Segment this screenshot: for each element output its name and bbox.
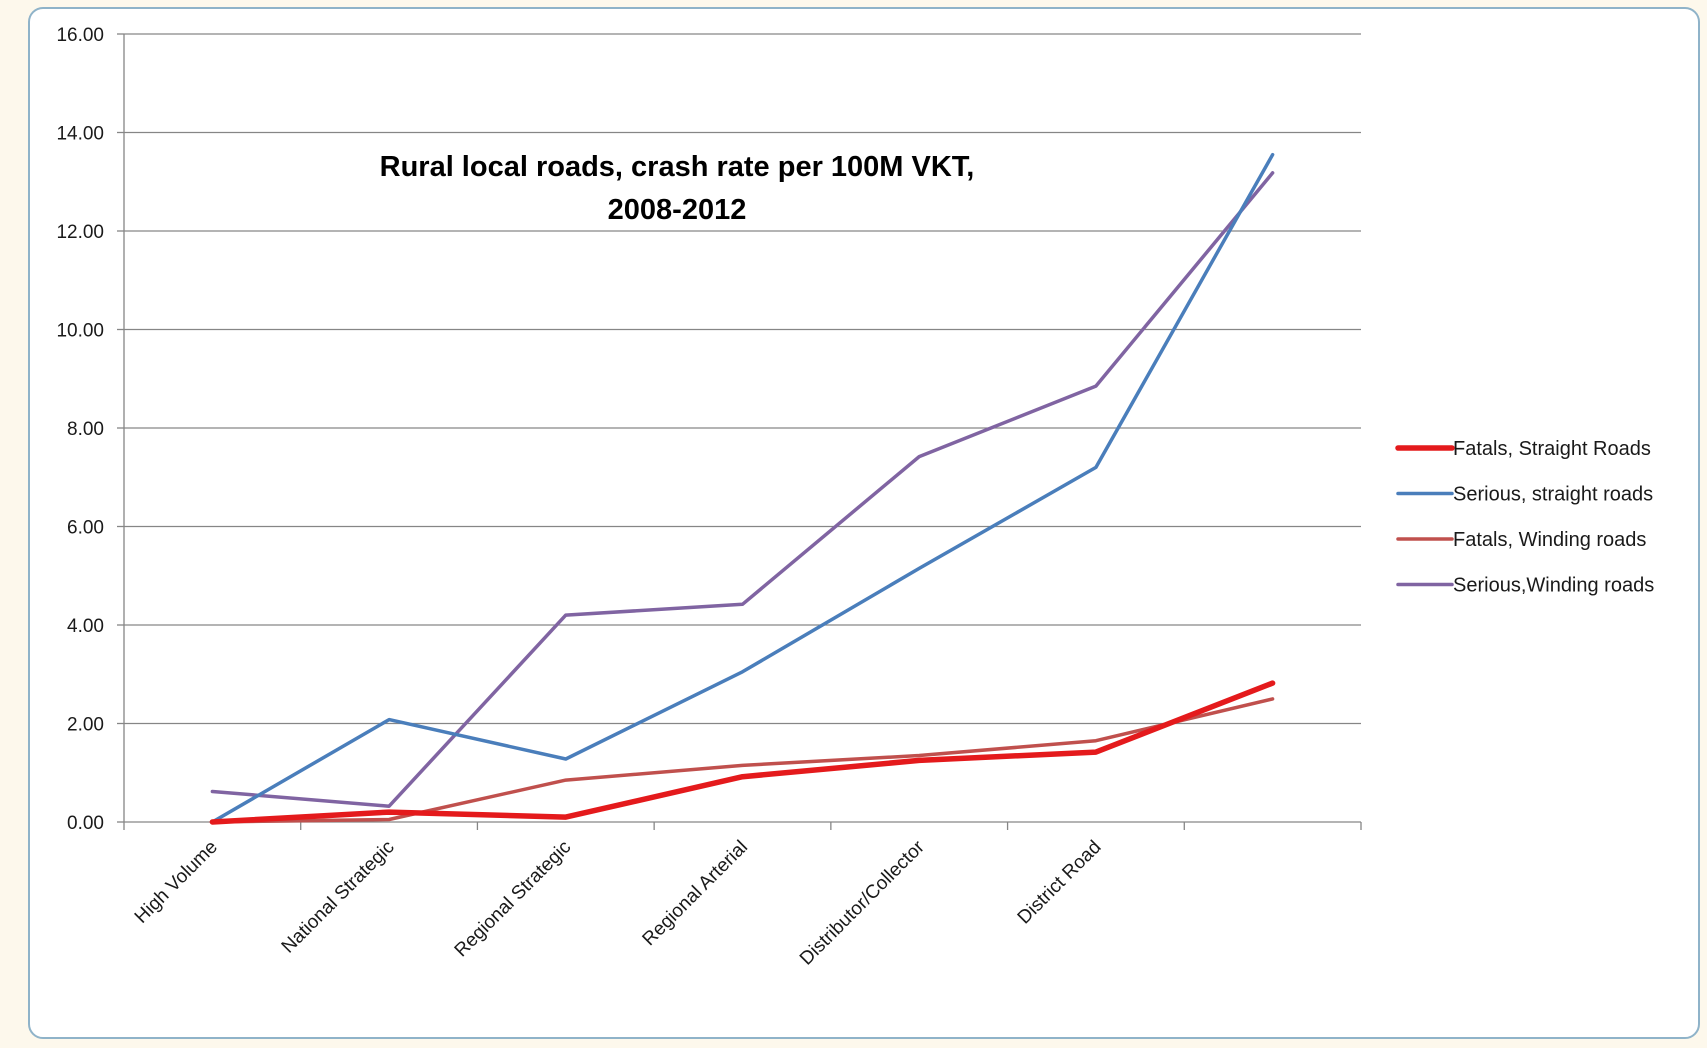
y-tick-label: 2.00 — [67, 715, 104, 736]
legend-label: Serious,Winding roads — [1453, 575, 1654, 597]
y-tick-label: 4.00 — [67, 616, 104, 637]
y-tick-label: 8.00 — [67, 419, 104, 440]
series-line-3 — [210, 697, 1275, 824]
legend-label: Serious, straight roads — [1453, 484, 1653, 506]
y-tick-label: 16.00 — [56, 25, 104, 46]
legend-label: Fatals, Straight Roads — [1453, 438, 1651, 460]
series-lines — [209, 152, 1276, 825]
y-tick-label: 12.00 — [56, 222, 104, 243]
series-line-4 — [210, 171, 1275, 808]
legend: Fatals, Straight Roads Serious, straight … — [1395, 438, 1654, 597]
series-line-2 — [210, 152, 1275, 824]
chart-area-border — [28, 7, 1700, 1039]
gridlines — [117, 33, 1362, 830]
legend-label: Fatals, Winding roads — [1453, 529, 1646, 551]
chart-title-line-1: Rural local roads, crash rate per 100M V… — [380, 151, 975, 183]
y-tick-labels: 0.00 2.00 4.00 6.00 8.00 10.00 12.00 14.00 16.00 — [56, 25, 104, 834]
y-tick-label: 0.00 — [67, 813, 104, 834]
y-tick-label: 14.00 — [56, 124, 104, 145]
series-line-1 — [209, 680, 1276, 825]
y-tick-label: 10.00 — [56, 321, 104, 342]
chart-title-line-2: 2008-2012 — [608, 194, 747, 226]
y-tick-label: 6.00 — [67, 518, 104, 539]
